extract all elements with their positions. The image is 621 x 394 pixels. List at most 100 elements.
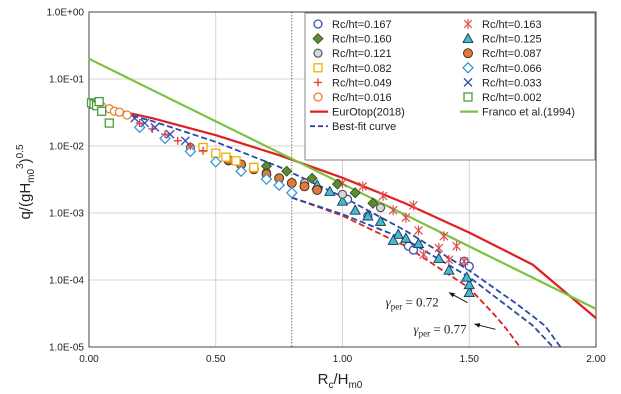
annotation-arrowhead <box>448 292 455 298</box>
data-point <box>199 146 208 155</box>
data-point <box>367 197 379 209</box>
data-point <box>387 234 399 245</box>
legend-label: Rc/ht=0.167 <box>332 19 392 31</box>
legend-box <box>304 12 596 161</box>
data-point <box>221 152 231 162</box>
data-point <box>312 185 323 196</box>
data-point <box>414 225 423 236</box>
data-point <box>434 243 444 254</box>
x-tick-labels: 0.00 0.50 1.00 1.50 2.00 <box>79 354 606 365</box>
legend-label: Rc/ht=0.066 <box>482 63 542 75</box>
data-point <box>452 241 461 252</box>
data-point <box>306 172 318 184</box>
legend-marker <box>463 92 473 102</box>
x-tick-label: 1.50 <box>460 354 480 365</box>
data-point <box>130 113 140 123</box>
data-point <box>331 178 343 190</box>
curve-best-fit-curve <box>88 103 562 348</box>
x-tick-label: 0.00 <box>79 354 99 365</box>
y-tick-label: 1.0E-02 <box>49 142 84 153</box>
legend-marker <box>314 78 322 87</box>
y-axis-label: q/(gHm03)0.5 <box>15 144 37 219</box>
legend-label: Rc/ht=0.121 <box>332 48 392 60</box>
legend-label: Franco et al.(1994) <box>482 107 575 119</box>
y-tick-label: 1.0E-04 <box>49 276 84 287</box>
legend-marker <box>313 48 323 58</box>
legend-marker <box>463 77 473 87</box>
data-point <box>443 264 455 275</box>
legend-label: Rc/ht=0.160 <box>332 34 392 46</box>
data-point <box>337 189 348 199</box>
data-point <box>408 245 419 255</box>
data-point <box>336 195 349 206</box>
data-point <box>433 252 445 263</box>
data-point <box>97 106 107 116</box>
data-point <box>374 215 387 226</box>
x-tick-label: 2.00 <box>586 354 606 365</box>
data-point <box>286 178 297 188</box>
data-point <box>401 212 411 223</box>
legend-marker <box>462 61 474 74</box>
data-point <box>186 142 195 150</box>
data-point <box>459 256 469 267</box>
data-point <box>122 110 132 120</box>
legend-label: Rc/ht=0.002 <box>482 92 542 104</box>
data-point <box>362 210 374 221</box>
legend-label: Best-fit curve <box>332 121 396 133</box>
data-point <box>281 165 293 177</box>
data-point <box>388 205 398 216</box>
annotation-arrowhead <box>474 323 481 328</box>
y-tick-labels: 1.0E-05 1.0E-04 1.0E-03 1.0E-02 1.0E-01 1.0E+… <box>46 8 84 354</box>
y-tick-label: 1.0E-03 <box>49 209 84 220</box>
data-point <box>378 190 388 201</box>
data-point <box>324 185 336 196</box>
data-point <box>463 278 476 290</box>
data-point <box>444 254 454 265</box>
legend-marker <box>313 19 323 29</box>
data-point <box>173 136 182 145</box>
data-point <box>114 107 125 117</box>
legend-label: Rc/ht=0.087 <box>482 48 542 60</box>
data-point <box>184 145 197 158</box>
gamma-annotations: γper = 0.72 γper = 0.77 <box>386 292 496 338</box>
data-point <box>235 165 248 178</box>
legend-label: Rc/ht=0.049 <box>332 77 392 89</box>
data-point <box>231 156 241 166</box>
data-point <box>161 130 170 139</box>
gamma-label: γper = 0.72 <box>386 295 439 312</box>
data-point <box>209 155 222 168</box>
legend-label: Rc/ht=0.033 <box>482 77 542 89</box>
legend-marker <box>463 48 473 59</box>
data-point <box>375 203 386 213</box>
data-point <box>412 237 425 248</box>
data-point <box>150 122 160 132</box>
legend-marker <box>463 19 473 29</box>
legend-label: Rc/ht=0.125 <box>482 34 542 46</box>
data-point <box>419 249 429 260</box>
y-tick-label: 1.0E-05 <box>49 343 84 354</box>
data-point <box>409 200 418 211</box>
data-point <box>135 119 144 128</box>
data-point <box>460 271 473 282</box>
data-point <box>349 187 361 199</box>
y-tick-label: 1.0E+00 <box>46 8 84 19</box>
data-point <box>358 181 368 192</box>
y-tick-label: 1.0E-01 <box>49 75 84 86</box>
legend-label: EurOtop(2018) <box>332 107 405 119</box>
data-point <box>165 129 175 139</box>
legend-label: Rc/ht=0.163 <box>482 19 542 31</box>
data-point <box>273 179 286 192</box>
legend-label: Rc/ht=0.082 <box>332 63 392 75</box>
data-points <box>86 96 476 297</box>
curve-eurotop-2018- <box>88 103 597 319</box>
legend-marker <box>462 32 474 44</box>
data-point <box>104 118 114 128</box>
data-point <box>180 136 190 146</box>
legend-marker <box>313 63 323 73</box>
legend-marker <box>313 92 323 102</box>
data-point <box>400 232 412 243</box>
data-point <box>463 286 476 297</box>
x-tick-label: 0.50 <box>206 354 226 365</box>
plot-frame <box>88 11 597 348</box>
